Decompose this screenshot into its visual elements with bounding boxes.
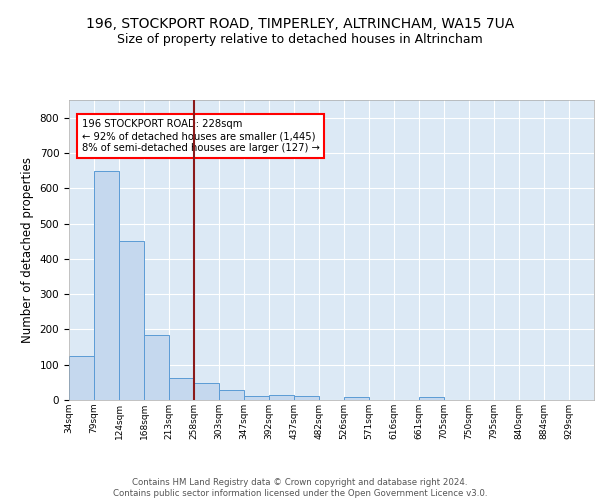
Bar [294,396,319,400]
Bar [119,241,144,400]
Bar [419,397,444,400]
Bar [344,397,369,400]
Bar [269,396,294,400]
Y-axis label: Number of detached properties: Number of detached properties [21,157,34,343]
Bar [244,396,269,400]
Bar [69,356,94,400]
Bar [194,383,219,400]
Bar [94,170,119,400]
Text: 196, STOCKPORT ROAD, TIMPERLEY, ALTRINCHAM, WA15 7UA: 196, STOCKPORT ROAD, TIMPERLEY, ALTRINCH… [86,18,514,32]
Bar [219,390,244,400]
Text: Size of property relative to detached houses in Altrincham: Size of property relative to detached ho… [117,32,483,46]
Bar [144,334,169,400]
Text: Contains HM Land Registry data © Crown copyright and database right 2024.
Contai: Contains HM Land Registry data © Crown c… [113,478,487,498]
Text: 196 STOCKPORT ROAD: 228sqm
← 92% of detached houses are smaller (1,445)
8% of se: 196 STOCKPORT ROAD: 228sqm ← 92% of deta… [82,120,319,152]
Bar [169,378,194,400]
